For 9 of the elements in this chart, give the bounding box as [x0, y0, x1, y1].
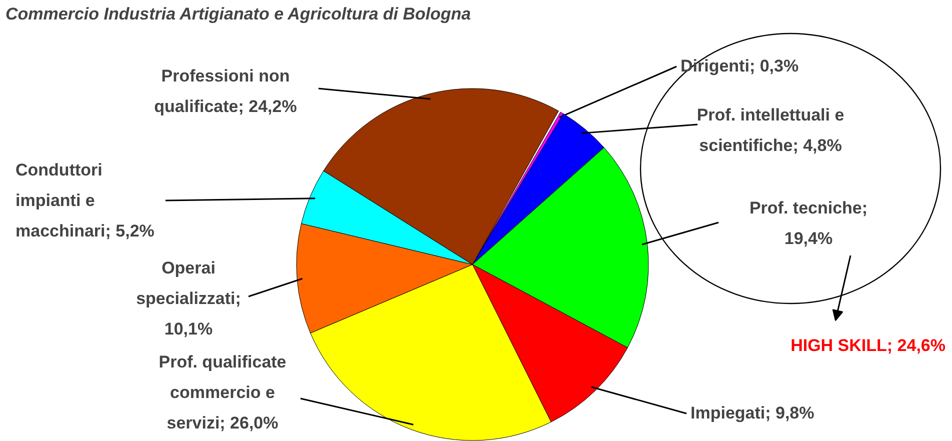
chart-title: Commercio Industria Artigianato e Agricoltura di Bologna	[6, 4, 471, 24]
slice-label: Impiegati; 9,8%	[690, 404, 814, 422]
slice-label: Operai specializzati; 10,1%	[136, 258, 241, 338]
legend-label: Prof. tecniche; 19,4%	[749, 198, 868, 248]
text: HIGH SKILL; 24,6%	[790, 336, 946, 355]
slice-label: Conduttori impianti e macchinari; 5,2%	[16, 160, 154, 240]
slice-label: Professioni non qualificate; 24,2%	[154, 66, 297, 116]
slice-label: Prof. intellettuali e scientifiche; 4,8%	[696, 106, 844, 155]
slice-label: Prof. qualificate commercio e servizi; 26,0%	[158, 352, 286, 432]
